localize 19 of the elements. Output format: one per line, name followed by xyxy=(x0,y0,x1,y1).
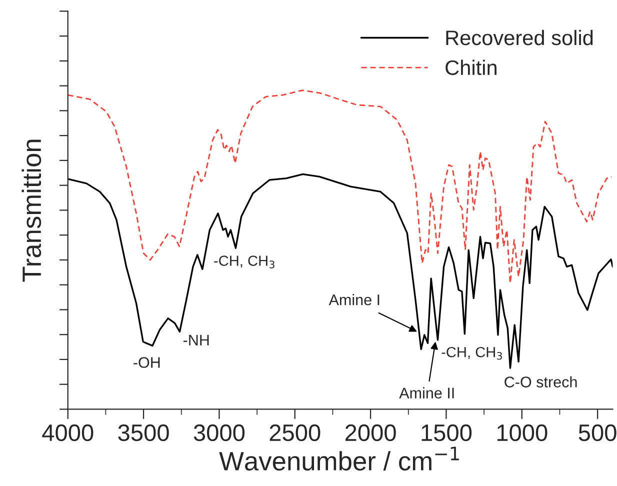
x-tick-label: 2000 xyxy=(345,424,396,442)
legend-label: Chitin xyxy=(446,60,496,76)
x-tick-label: 3000 xyxy=(194,424,245,442)
x-tick-label: 1000 xyxy=(497,424,548,442)
annotation: C-O strech xyxy=(504,376,577,388)
annotation: Amine I xyxy=(328,294,380,306)
annotation: -NH xyxy=(183,334,209,346)
annotation: -CH, CH$_{3}$ xyxy=(442,346,502,360)
x-tick-label: 3500 xyxy=(118,424,169,442)
x-tick-label: 500 xyxy=(578,424,616,442)
x-tick-label: 1500 xyxy=(422,424,472,442)
annotation: Amine II xyxy=(399,387,454,398)
x-tick-label: 4000 xyxy=(42,424,94,442)
x-tick-label: 2500 xyxy=(270,424,320,442)
legend-label: Recovered solid xyxy=(446,30,593,46)
annotation: -CH, CH$_{3}$ xyxy=(214,256,274,268)
y-axis-title: Transmittion xyxy=(22,140,42,282)
x-axis-title: Wavenumber / cm$^{−1}$ xyxy=(219,446,459,471)
annotation: -OH xyxy=(134,357,160,368)
